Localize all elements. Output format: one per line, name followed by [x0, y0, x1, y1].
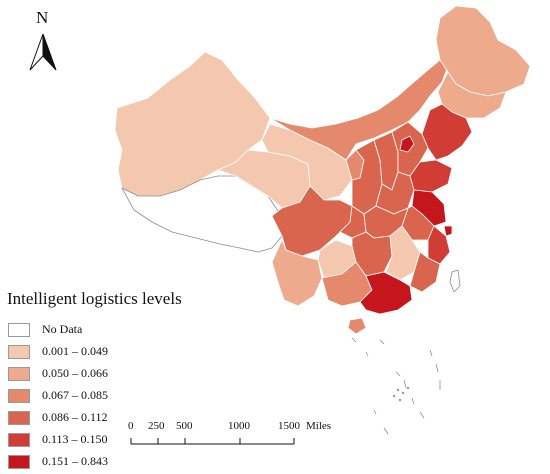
- scale-tick-1000: 1000: [228, 420, 250, 432]
- legend-swatch: [8, 344, 30, 359]
- legend-item: 0.151 – 0.843: [8, 452, 108, 471]
- region-shanghai: [443, 225, 453, 237]
- scale-tick-1500: 1500: [278, 420, 300, 432]
- region-taiwan: [449, 269, 461, 293]
- legend-item: 0.086 – 0.112: [8, 408, 108, 427]
- legend-swatch: [8, 322, 30, 337]
- legend-item: 0.067 – 0.085: [8, 386, 108, 405]
- region-fujian: [409, 251, 441, 293]
- scale-bar-labels: 0 250 500 1000 1500 Miles: [128, 420, 388, 436]
- region-hunan: [351, 231, 393, 277]
- legend-item: 0.001 – 0.049: [8, 342, 108, 361]
- region-beijing: [399, 135, 415, 153]
- region-guangdong: [359, 271, 413, 315]
- legend-label: 0.151 – 0.843: [42, 454, 108, 468]
- region-jilin: [437, 71, 507, 119]
- region-yunnan: [271, 239, 323, 307]
- region-hainan: [347, 317, 367, 335]
- legend: No Data 0.001 – 0.049 0.050 – 0.066 0.067 –…: [8, 320, 108, 474]
- north-arrow-icon: [29, 33, 57, 71]
- scale-unit: Miles: [306, 420, 332, 432]
- legend-swatch: [8, 454, 30, 469]
- scale-tick-250: 250: [148, 420, 165, 432]
- legend-label: 0.067 – 0.085: [42, 388, 108, 402]
- legend-label: 0.113 – 0.150: [42, 432, 108, 446]
- legend-label: No Data: [42, 322, 83, 336]
- legend-item: No Data: [8, 320, 108, 339]
- legend-swatch: [8, 388, 30, 403]
- scale-tick-0: 0: [128, 420, 134, 432]
- legend-swatch: [8, 366, 30, 381]
- map: [29, 5, 531, 445]
- scale-tick-500: 500: [176, 420, 193, 432]
- north-arrow-letter: N: [36, 8, 49, 27]
- legend-swatch: [8, 432, 30, 447]
- region-inner-mongolia: [269, 59, 449, 161]
- legend-title: Intelligent logistics levels: [7, 289, 182, 308]
- legend-swatch: [8, 410, 30, 425]
- scale-bar: [130, 438, 295, 445]
- legend-item: 0.113 – 0.150: [8, 430, 108, 449]
- provinces: [114, 5, 531, 335]
- south-sea-islands: [351, 337, 441, 435]
- legend-label: 0.086 – 0.112: [42, 410, 108, 424]
- legend-item: 0.050 – 0.066: [8, 364, 108, 383]
- legend-label: 0.050 – 0.066: [42, 366, 108, 380]
- legend-label: 0.001 – 0.049: [42, 344, 108, 358]
